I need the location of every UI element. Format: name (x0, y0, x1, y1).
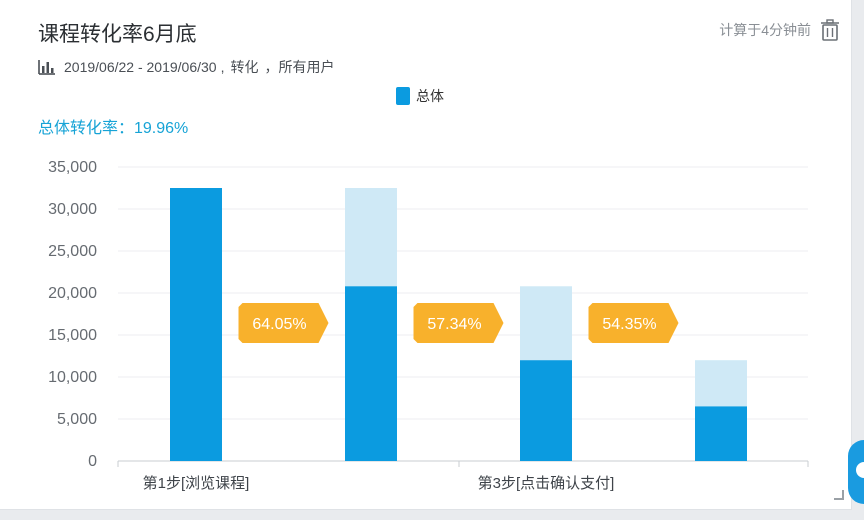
conversion-rate-tag (413, 303, 504, 343)
computed-time: 计算于4分钟前 (719, 22, 811, 38)
bar-chart-icon (38, 60, 55, 75)
funnel-card: 课程转化率6月底 计算于4分钟前 2019/06/22 - 2019/06/30… (0, 0, 852, 510)
resize-handle[interactable] (834, 490, 844, 500)
conversion-rate-label: 54.35% (602, 316, 656, 333)
y-tick-label: 15,000 (48, 327, 97, 344)
dropoff-bar (520, 286, 572, 361)
x-tick-label: 第3步[点击确认支付] (478, 474, 615, 492)
y-tick-label: 5,000 (57, 411, 97, 428)
dropoff-bar (695, 360, 747, 407)
y-tick-label: 35,000 (48, 159, 97, 176)
meta-separator: , (220, 59, 225, 75)
y-tick-label: 20,000 (48, 285, 97, 302)
trash-icon[interactable] (820, 19, 840, 41)
page-title: 课程转化率6月底 (38, 23, 197, 46)
audience-label: ，所有用户 (264, 59, 335, 75)
y-tick-label: 10,000 (48, 369, 97, 386)
y-tick-label: 0 (88, 453, 97, 470)
bar (345, 286, 397, 461)
conversion-rate-tag (588, 303, 679, 343)
conversion-rate-label: 57.34% (427, 316, 481, 333)
legend-label: 总体 (416, 88, 444, 104)
y-tick-label: 25,000 (48, 243, 97, 260)
bar (170, 188, 222, 461)
legend-swatch (396, 87, 410, 105)
conversion-rate-tag (238, 303, 329, 343)
dropoff-bar (345, 188, 397, 287)
y-tick-label: 30,000 (48, 201, 97, 218)
date-range: 2019/06/22 - 2019/06/30 (64, 59, 217, 75)
conversion-rate-label: 64.05% (252, 316, 306, 333)
bar (520, 360, 572, 461)
bar (695, 406, 747, 461)
x-tick-label: 第1步[浏览课程] (143, 474, 250, 492)
overall-conversion-rate: 总体转化率：19.96% (38, 120, 189, 137)
analysis-type: 转化 (230, 59, 259, 75)
floating-help-button[interactable] (848, 440, 864, 504)
funnel-chart: 0 5,000 10,000 15,000 20,000 25,000 30,000 35,0… (48, 159, 809, 492)
chart-legend[interactable]: 总体 (396, 86, 444, 106)
report-meta: 2019/06/22 - 2019/06/30 , 转化 ，所有用户 (38, 57, 334, 77)
